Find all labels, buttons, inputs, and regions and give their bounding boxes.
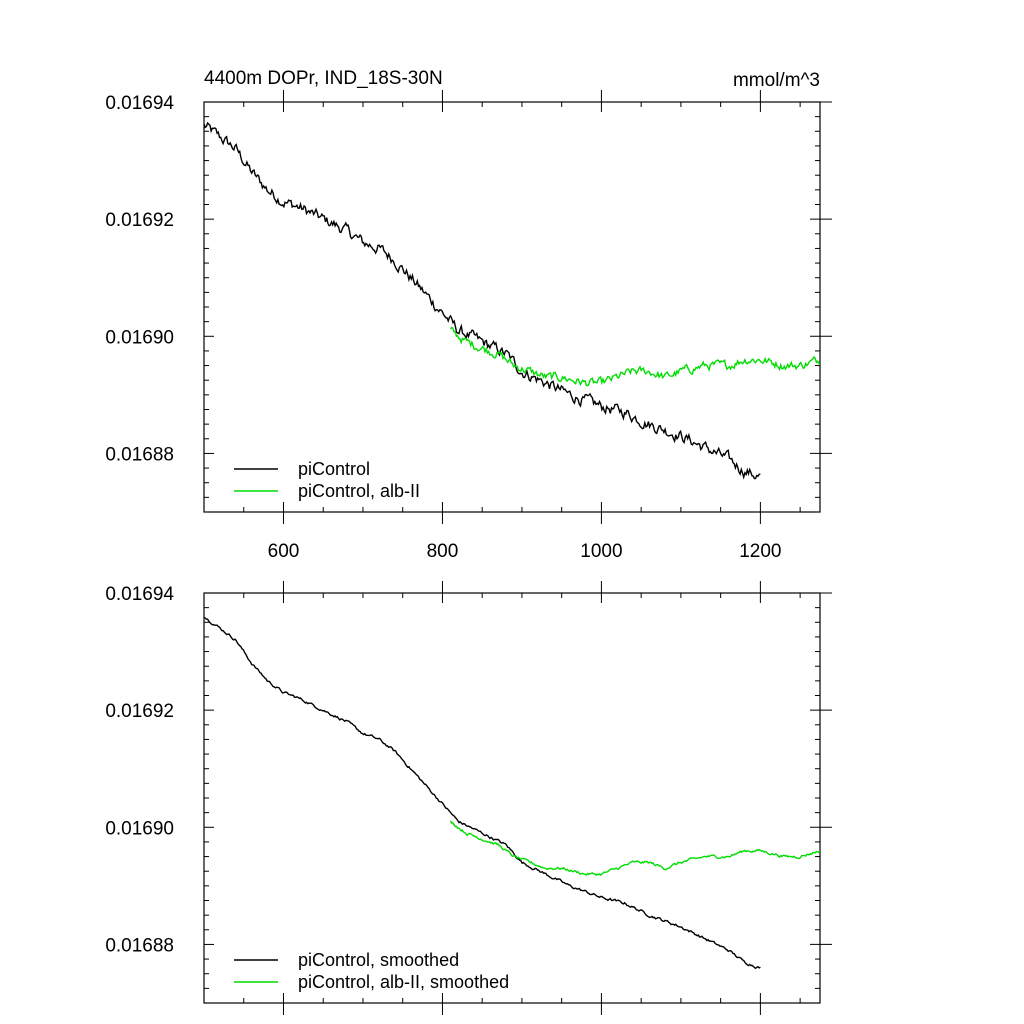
y-tick-label: 0.01692	[105, 701, 174, 722]
y-tick-label: 0.01692	[105, 210, 174, 231]
plot-frame	[203, 592, 821, 1004]
bottom-panel: 0.01688 0.01690 0.01692 0.01694 piControl, s…	[105, 581, 832, 1015]
y-tick-label: 0.01690	[105, 818, 174, 839]
chart-title: 4400m DOPr, IND_18S-30N	[204, 68, 443, 89]
x-tick-label: 1000	[580, 541, 622, 562]
y-tick-label: 0.01694	[105, 93, 174, 114]
legend-label: piControl, alb-II	[298, 481, 420, 501]
top-panel: 600 800 1000 1200 0.01688 0.01690 0.01692 0.016…	[105, 90, 832, 562]
x-tick-label: 800	[427, 541, 459, 562]
legend-label: piControl	[298, 459, 370, 479]
x-tick-label: 1200	[739, 541, 781, 562]
series-line-picontrol-alb-ii	[449, 326, 820, 387]
x-tick-label: 600	[268, 541, 300, 562]
series-line-picontrol-alb-ii-smoothed	[449, 820, 820, 877]
y-tick-label: 0.01688	[105, 935, 174, 956]
y-tick-label: 0.01688	[105, 444, 174, 465]
y-tick-label: 0.01690	[105, 327, 174, 348]
series-line-picontrol	[204, 121, 761, 480]
legend-label: piControl, alb-II, smoothed	[298, 972, 509, 992]
y-tick-label: 0.01694	[105, 584, 174, 605]
series-line-picontrol-smoothed	[204, 616, 761, 970]
legend-label: piControl, smoothed	[298, 950, 459, 970]
units-label: mmol/m^3	[733, 70, 820, 91]
